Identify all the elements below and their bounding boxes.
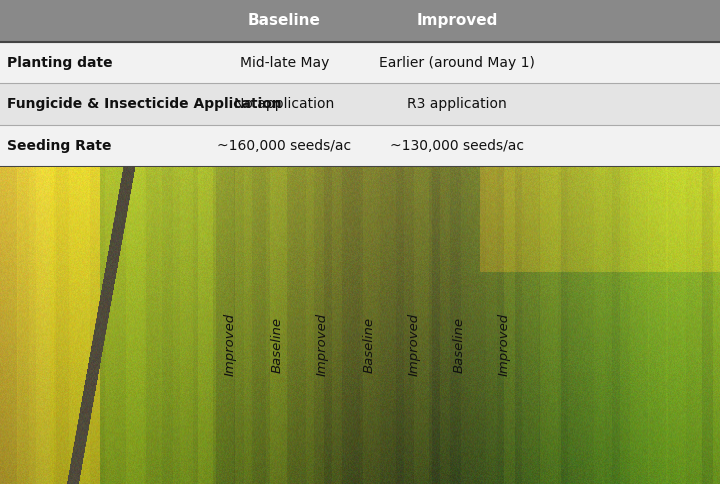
Text: R3 application: R3 application xyxy=(408,97,507,111)
Text: ~160,000 seeds/ac: ~160,000 seeds/ac xyxy=(217,139,351,153)
Text: Mid-late May: Mid-late May xyxy=(240,56,329,70)
Bar xyxy=(0,0,720,42)
Text: Improved: Improved xyxy=(316,313,329,376)
Text: Improved: Improved xyxy=(498,313,510,376)
Text: Improved: Improved xyxy=(408,313,420,376)
Bar xyxy=(0,83,720,125)
Bar xyxy=(0,125,720,167)
Text: Baseline: Baseline xyxy=(271,317,284,373)
Text: Seeding Rate: Seeding Rate xyxy=(7,139,112,153)
Text: No application: No application xyxy=(234,97,335,111)
Text: ~130,000 seeds/ac: ~130,000 seeds/ac xyxy=(390,139,524,153)
Text: Earlier (around May 1): Earlier (around May 1) xyxy=(379,56,535,70)
Text: Baseline: Baseline xyxy=(453,317,466,373)
Bar xyxy=(0,42,720,83)
Text: Improved: Improved xyxy=(224,313,237,376)
Text: Improved: Improved xyxy=(416,14,498,29)
Text: Fungicide & Insecticide Application: Fungicide & Insecticide Application xyxy=(7,97,282,111)
Text: Baseline: Baseline xyxy=(363,317,376,373)
Text: Planting date: Planting date xyxy=(7,56,113,70)
Text: Baseline: Baseline xyxy=(248,14,321,29)
